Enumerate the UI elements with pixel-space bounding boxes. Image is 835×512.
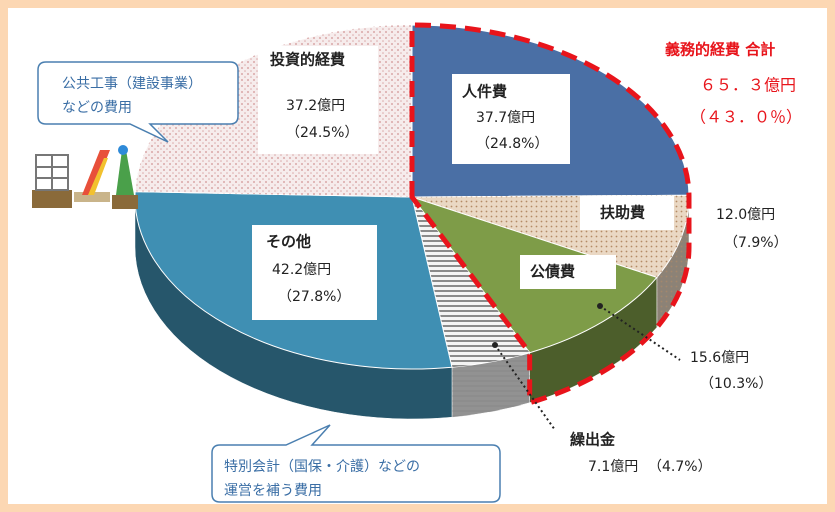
annotation-line: 特別会計（国保・介護）などの [224, 459, 420, 475]
value-label: 12.0億円 [716, 207, 775, 223]
leader-dot [492, 342, 498, 348]
value-label: 42.2億円 [272, 262, 331, 278]
label-box [520, 255, 616, 289]
callout-1 [37, 61, 239, 143]
percent-label: （24.8%） [476, 136, 548, 152]
slice-name: その他 [266, 233, 311, 251]
label-box [580, 196, 674, 230]
label-box [452, 74, 570, 164]
percent-label: （4.7%） [648, 459, 712, 475]
group-title: 義務的経費 合計 [665, 41, 775, 59]
slice-name: 繰出金 [570, 431, 616, 449]
group-percent: （４３．０％） [690, 108, 802, 127]
playground-icon [32, 145, 138, 209]
pie-side-pattern [451, 352, 530, 418]
annotation-line: 運営を補う費用 [224, 483, 322, 499]
value-label: 37.7億円 [476, 110, 535, 126]
label-box [252, 225, 377, 320]
group-outline [409, 22, 692, 407]
annotation-line: などの費用 [62, 100, 132, 116]
value-label: 7.1億円 [588, 459, 638, 475]
group-value: ６５．３億円 [700, 76, 796, 95]
slice-name: 公債費 [530, 263, 575, 281]
percent-label: （24.5%） [286, 125, 358, 141]
percent-label: （7.9%） [724, 235, 788, 251]
value-label: 15.6億円 [690, 350, 749, 366]
leader-dot [597, 303, 603, 309]
percent-label: （27.8%） [278, 289, 350, 305]
slice-name: 扶助費 [600, 204, 645, 222]
label-box [258, 46, 378, 154]
value-label: 37.2億円 [286, 98, 345, 114]
slice-name: 人件費 [462, 83, 507, 101]
percent-label: （10.3%） [700, 376, 772, 392]
pie-side-pattern [656, 197, 689, 328]
leader-line [494, 344, 556, 431]
slice-name: 投資的経費 [270, 51, 345, 69]
callout-2 [211, 424, 501, 503]
leader-line [599, 305, 681, 361]
annotation-line: 公共工事（建設事業） [62, 76, 202, 92]
